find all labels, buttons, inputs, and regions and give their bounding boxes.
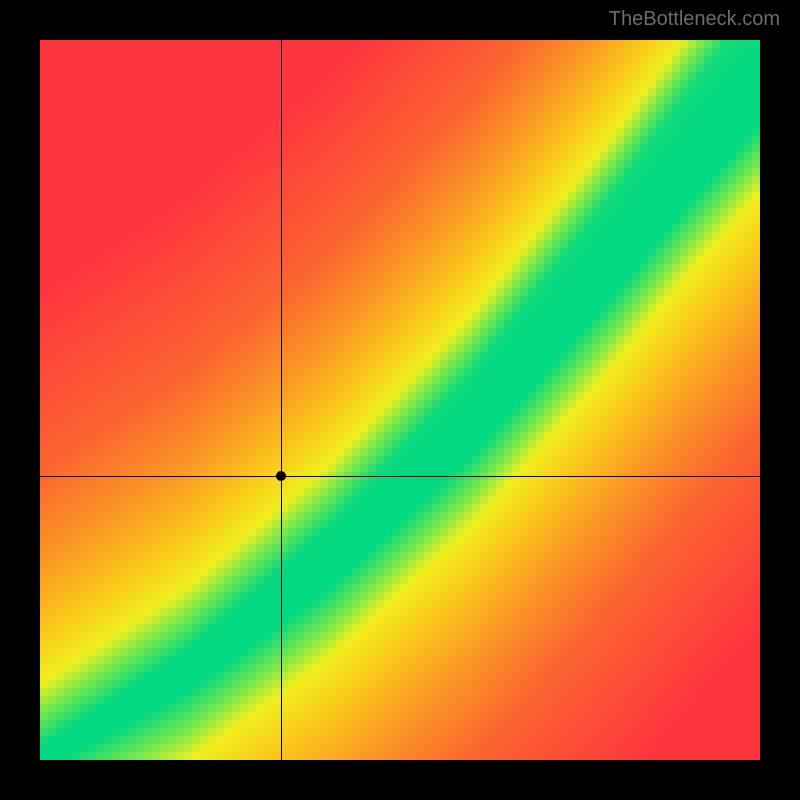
crosshair-vertical xyxy=(281,40,282,760)
crosshair-marker xyxy=(276,471,286,481)
watermark-text: TheBottleneck.com xyxy=(609,8,780,31)
heatmap-plot xyxy=(40,40,760,760)
heatmap-canvas xyxy=(40,40,760,760)
crosshair-horizontal xyxy=(40,476,760,477)
